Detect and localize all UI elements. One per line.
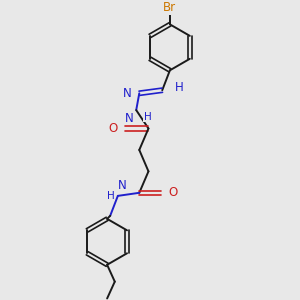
Text: N: N bbox=[123, 87, 132, 100]
Text: N: N bbox=[124, 112, 133, 125]
Text: H: H bbox=[175, 81, 184, 94]
Text: H: H bbox=[107, 191, 115, 201]
Text: O: O bbox=[109, 122, 118, 135]
Text: O: O bbox=[168, 186, 178, 199]
Text: H: H bbox=[144, 112, 152, 122]
Text: Br: Br bbox=[163, 1, 176, 14]
Text: N: N bbox=[118, 179, 127, 192]
